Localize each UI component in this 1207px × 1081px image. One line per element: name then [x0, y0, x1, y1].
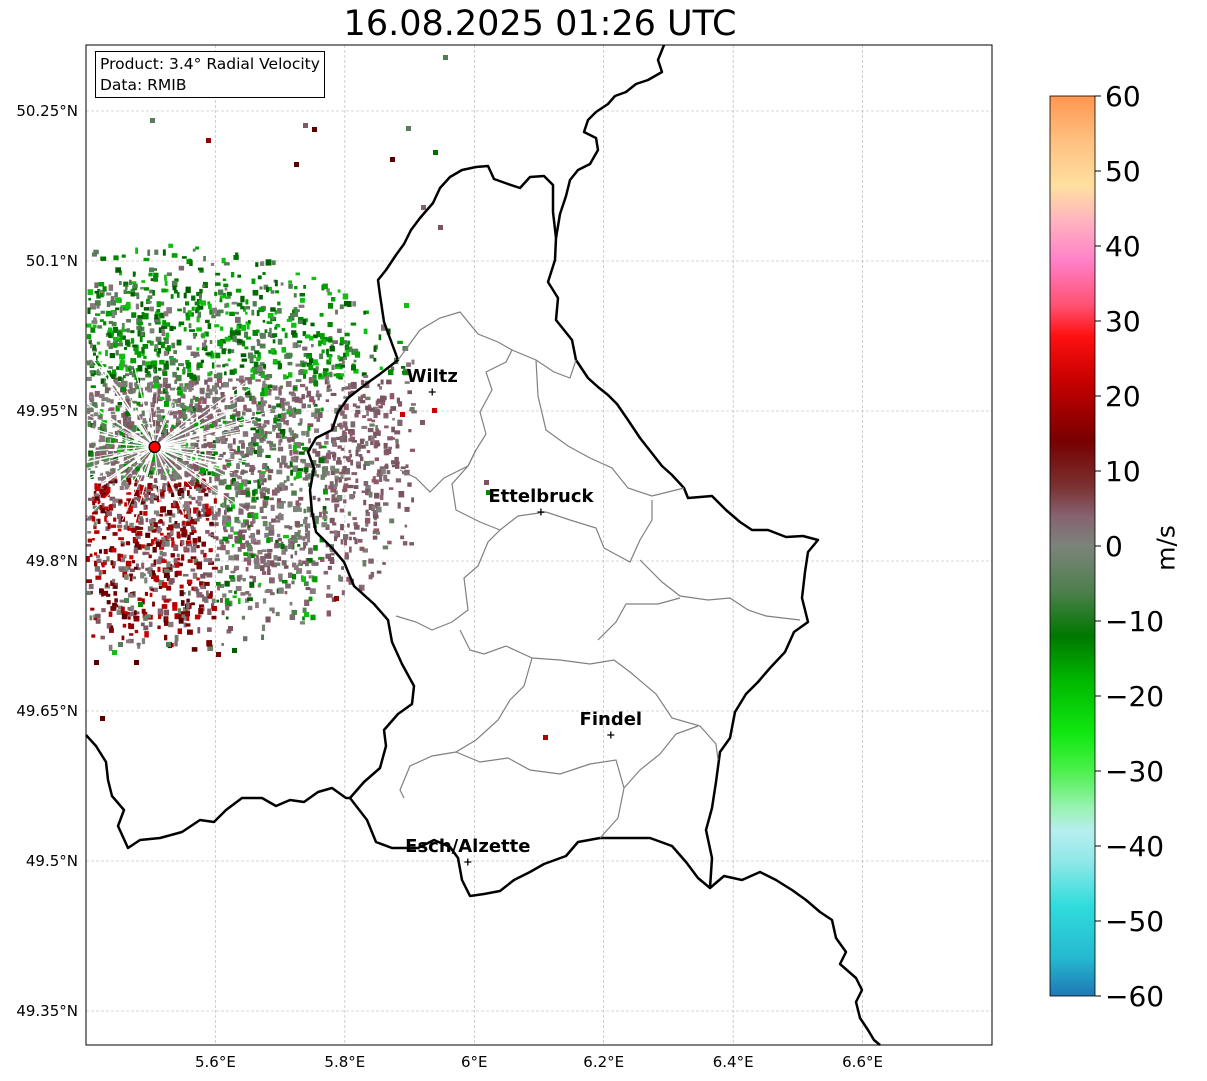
- city-marker-icon: [428, 388, 436, 396]
- colorbar: [1049, 95, 1096, 997]
- x-tick-label: 6.6°E: [842, 1053, 883, 1071]
- colorbar-tick-label: 60: [1105, 80, 1141, 113]
- x-tick-label: 6°E: [461, 1053, 488, 1071]
- colorbar-tick-label: −60: [1105, 980, 1164, 1013]
- y-tick-label: 49.8°N: [26, 552, 78, 570]
- y-tick-label: 49.95°N: [16, 402, 78, 420]
- german-border: [554, 44, 666, 239]
- city-marker-icon: [464, 858, 472, 866]
- product-label: Product: 3.4° Radial Velocity: [100, 55, 320, 73]
- city-label: Esch/Alzette: [405, 836, 530, 857]
- grid-lines: [86, 45, 992, 1045]
- city-markers: Wiltz Ettelbruck Findel Esch/Alzette: [405, 366, 642, 866]
- french-border-east: [709, 870, 881, 1046]
- product-info-box: Product: 3.4° Radial Velocity Data: RMIB: [95, 51, 325, 98]
- city-label: Findel: [580, 709, 643, 730]
- colorbar-tick-label: 30: [1105, 305, 1141, 338]
- colorbar-tick-label: 20: [1105, 380, 1141, 413]
- x-tick-label: 6.2°E: [583, 1053, 624, 1071]
- radar-site-icon: [148, 440, 161, 454]
- colorbar-tick-label: −30: [1105, 755, 1164, 788]
- map-title: 16.08.2025 01:26 UTC: [343, 4, 737, 44]
- y-tick-label: 50.25°N: [16, 102, 78, 120]
- map-area: [86, 45, 992, 1045]
- colorbar-tick-label: 10: [1105, 455, 1141, 488]
- colorbar-tick-label: −10: [1105, 605, 1164, 638]
- belgian-border-west: [85, 734, 350, 850]
- radar-site-marker: [148, 440, 161, 454]
- colorbar-unit-label: m/s: [1151, 525, 1181, 571]
- y-tick-label: 49.35°N: [16, 1002, 78, 1020]
- x-tick-label: 6.4°E: [713, 1053, 754, 1071]
- luxembourg-border: [306, 164, 820, 898]
- canton-boundaries: [395, 311, 801, 839]
- y-tick-label: 49.65°N: [16, 702, 78, 720]
- colorbar-tick-label: −40: [1105, 830, 1164, 863]
- y-tick-label: 49.5°N: [26, 852, 78, 870]
- city-marker-icon: [537, 508, 545, 516]
- colorbar-tick-label: 50: [1105, 155, 1141, 188]
- colorbar-tick-label: −20: [1105, 680, 1164, 713]
- x-axis-ticks: 5.6°E 5.8°E 6°E 6.2°E 6.4°E 6.6°E: [195, 1053, 883, 1071]
- colorbar-ticks: 60 50 40 30 20 10 0 −10 −20 −30 −40 −50 −60: [1095, 80, 1164, 1013]
- x-tick-label: 5.6°E: [195, 1053, 236, 1071]
- colorbar-tick-label: −50: [1105, 905, 1164, 938]
- colorbar-tick-label: 0: [1105, 530, 1123, 563]
- city-label: Wiltz: [407, 366, 458, 387]
- data-source-label: Data: RMIB: [100, 76, 187, 94]
- velocity-echoes: [86, 55, 548, 740]
- x-tick-label: 5.8°E: [324, 1053, 365, 1071]
- y-tick-label: 50.1°N: [26, 252, 78, 270]
- y-axis-ticks: 50.25°N 50.1°N 49.95°N 49.8°N 49.65°N 49.5°N 4…: [16, 102, 78, 1020]
- map-frame: [85, 44, 993, 1046]
- colorbar-tick-label: 40: [1105, 230, 1141, 263]
- city-label: Ettelbruck: [488, 486, 594, 507]
- city-marker-icon: [607, 731, 615, 739]
